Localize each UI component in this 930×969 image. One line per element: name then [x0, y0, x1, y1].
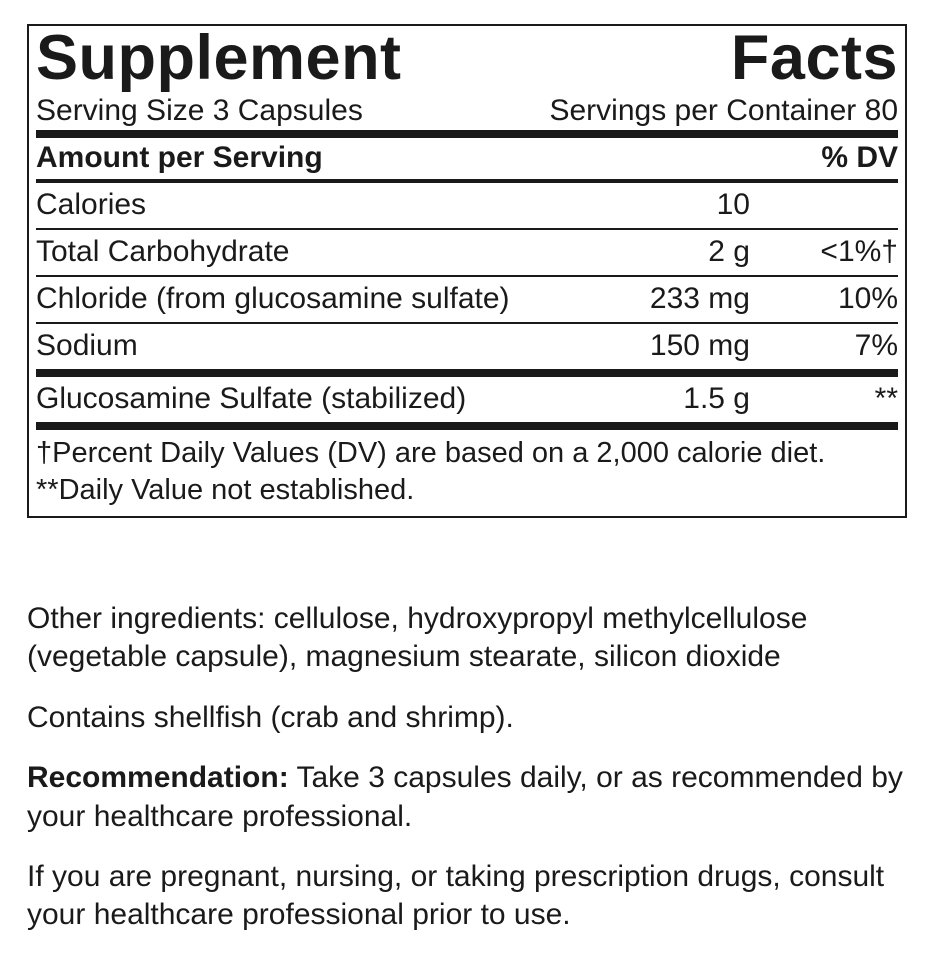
footnotes: †Percent Daily Values (DV) are based on … [36, 430, 898, 510]
panel-title-word-supplement: Supplement [36, 23, 402, 93]
nutrient-dv: 7% [854, 329, 898, 363]
other-ingredients-paragraph: Other ingredients: cellulose, hydroxypro… [27, 602, 808, 674]
nutrient-amount: 10 [716, 188, 750, 222]
rule-above-amount-header [36, 130, 898, 139]
row-divider [36, 228, 898, 231]
row-divider [36, 275, 898, 278]
recommendation-text: Take 3 capsules daily, or as recommended… [27, 761, 903, 833]
recommendation-paragraph: Recommendation: Take 3 capsules daily, o… [27, 759, 911, 836]
nutrient-amount: 150 mg [649, 329, 750, 363]
supplement-facts-panel: Supplement Facts Serving Size 3 Capsules… [27, 23, 907, 519]
nutrient-name: Sodium [36, 329, 138, 363]
amount-per-serving-header: Amount per Serving % DV [36, 138, 898, 179]
servings-per-container: Servings per Container 80 [549, 93, 898, 127]
nutrient-name: Total Carbohydrate [36, 235, 290, 269]
percent-dv-label: % DV [821, 141, 898, 175]
amount-per-serving-label: Amount per Serving [36, 141, 323, 175]
warning-paragraph: If you are pregnant, nursing, or taking … [27, 859, 885, 932]
panel-title: Supplement Facts [36, 23, 898, 93]
rule-above-glucosamine [36, 369, 898, 378]
table-row: Calories 10 [36, 183, 898, 228]
table-row: Glucosamine Sulfate (stabilized) 1.5 g *… [36, 377, 898, 422]
nutrient-amount: 1.5 g [683, 382, 750, 416]
nutrient-name: Glucosamine Sulfate (stabilized) [36, 382, 467, 416]
nutrient-dv: ** [874, 382, 898, 416]
nutrient-name: Calories [36, 188, 147, 222]
label-body-text: Other ingredients: cellulose, hydroxypro… [27, 600, 911, 935]
panel-title-word-facts: Facts [730, 23, 898, 93]
rule-below-glucosamine [36, 422, 898, 431]
nutrient-dv: <1%† [820, 235, 898, 269]
serving-info-row: Serving Size 3 Capsules Servings per Con… [36, 90, 898, 130]
table-row: Chloride (from glucosamine sulfate) 233 … [36, 277, 898, 322]
table-row: Sodium 150 mg 7% [36, 324, 898, 369]
rule-below-amount-header [36, 179, 898, 184]
nutrient-amount: 233 mg [649, 282, 750, 316]
footnote-dv-not-established: **Daily Value not established. [36, 473, 415, 506]
footnote-daily-values: †Percent Daily Values (DV) are based on … [36, 437, 826, 470]
nutrient-name: Chloride (from glucosamine sulfate) [36, 282, 510, 316]
recommendation-label: Recommendation: [27, 761, 289, 795]
nutrient-dv: 10% [837, 282, 898, 316]
contains-allergen-paragraph: Contains shellfish (crab and shrimp). [27, 700, 514, 734]
nutrient-amount: 2 g [708, 235, 750, 269]
serving-size: Serving Size 3 Capsules [36, 93, 363, 127]
table-row: Total Carbohydrate 2 g <1%† [36, 230, 898, 275]
row-divider [36, 322, 898, 325]
